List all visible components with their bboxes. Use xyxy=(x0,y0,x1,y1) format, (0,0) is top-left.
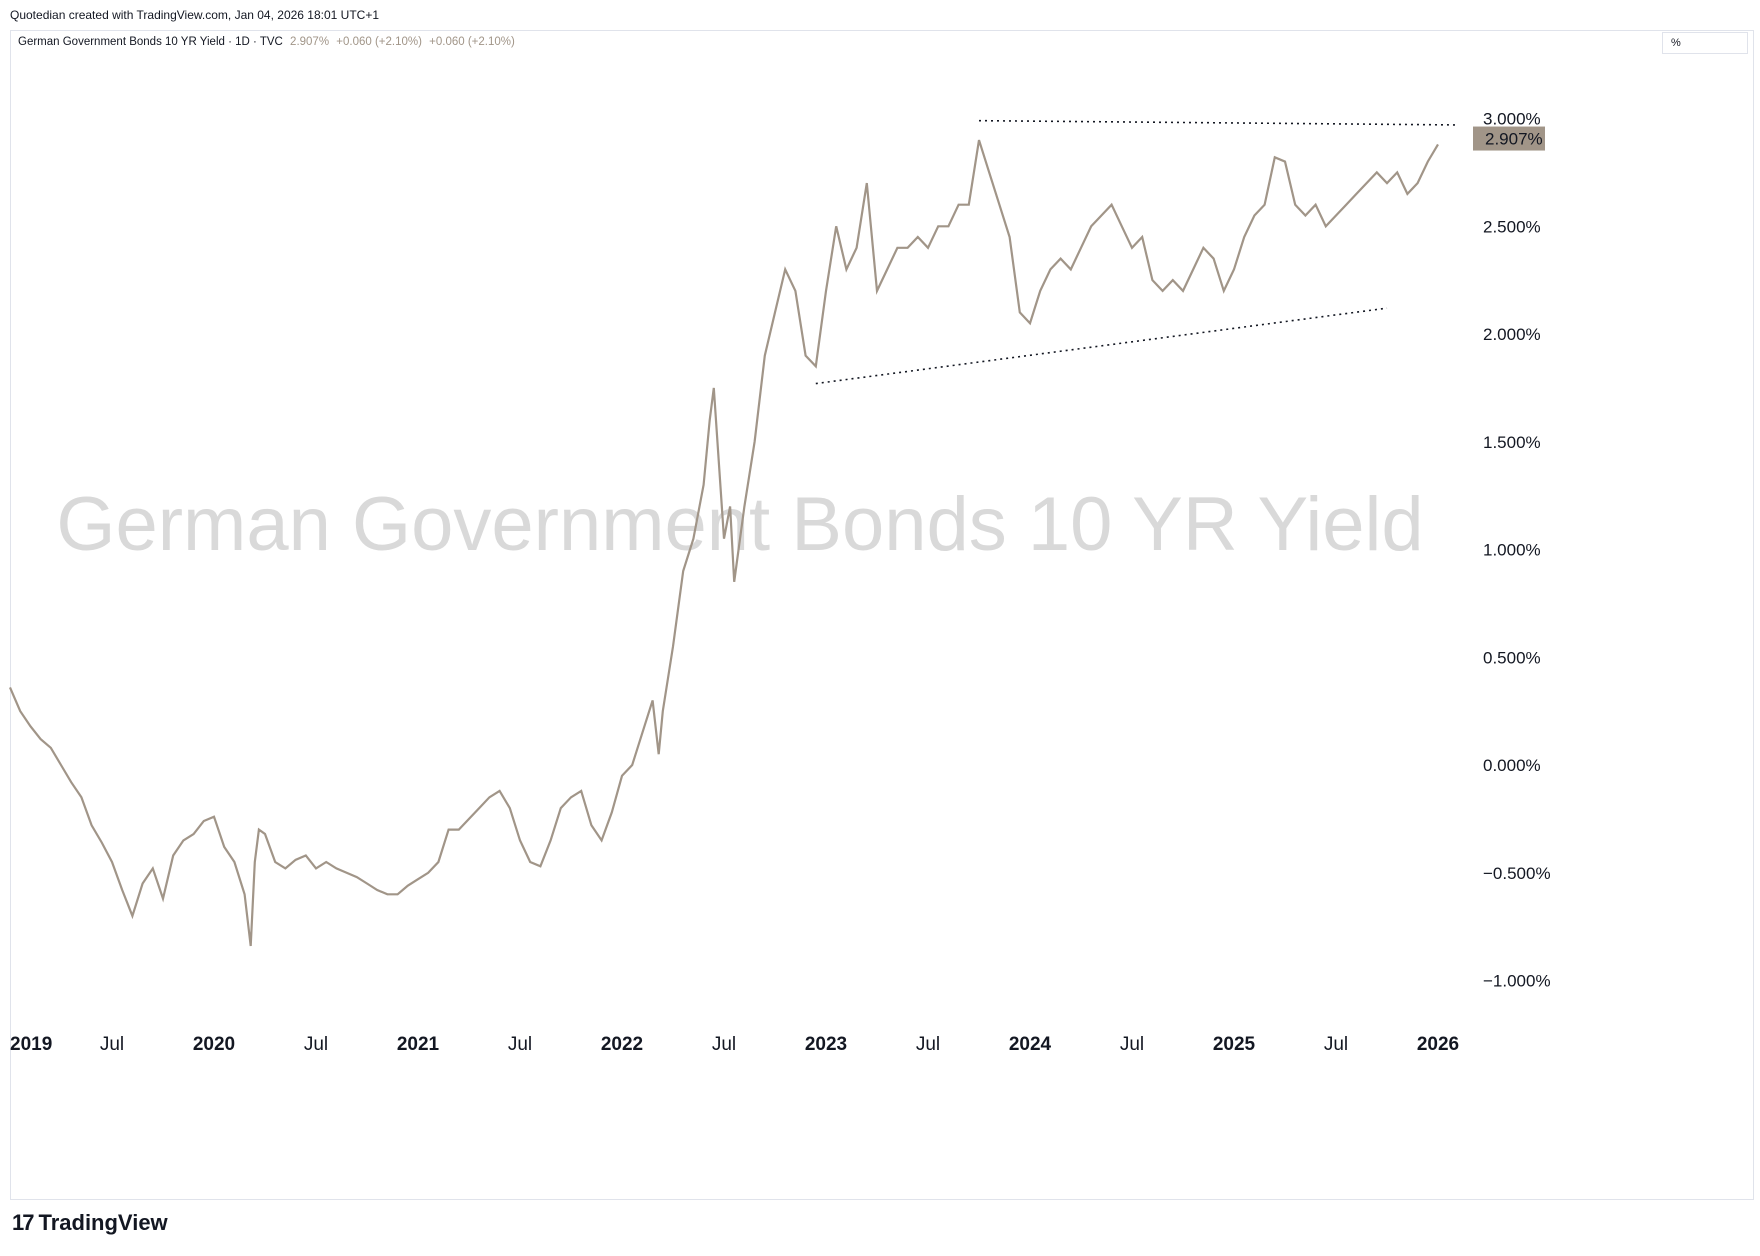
x-tick-label: 2022 xyxy=(601,1034,643,1055)
x-tick-label: Jul xyxy=(304,1034,328,1055)
chart-watermark: German Government Bonds 10 YR Yield xyxy=(56,482,1423,567)
y-tick-label: 2.000% xyxy=(1483,325,1541,344)
x-tick-label: Jul xyxy=(1324,1034,1348,1055)
trendline-1[interactable] xyxy=(978,119,1459,126)
x-tick-label: 2025 xyxy=(1213,1034,1256,1055)
symbol-legend[interactable]: German Government Bonds 10 YR Yield · 1D… xyxy=(18,36,515,48)
x-tick-label: Jul xyxy=(916,1034,940,1055)
x-tick-label: 2020 xyxy=(193,1034,235,1055)
x-tick-label: Jul xyxy=(508,1034,532,1055)
y-tick-label: 0.500% xyxy=(1483,648,1541,667)
tradingview-logo-icon: 17 xyxy=(12,1210,35,1235)
x-tick-label: 2021 xyxy=(397,1034,440,1055)
y-axis[interactable]: 3.000% 2.500% 2.000% 1.500% 1.000% 0.500% 0.00… xyxy=(1483,110,1551,991)
chart-attribution: Quotedian created with TradingView.com, … xyxy=(10,8,380,22)
scale-unit-selector[interactable]: % xyxy=(1662,32,1748,54)
x-tick-label: 2026 xyxy=(1417,1034,1459,1055)
symbol-name: German Government Bonds 10 YR Yield · 1D… xyxy=(18,36,283,48)
last-value: 2.907% xyxy=(290,36,330,48)
y-tick-label: 0.000% xyxy=(1483,756,1541,775)
y-tick-label: 2.500% xyxy=(1483,217,1541,236)
series-line-yield[interactable] xyxy=(8,139,1439,947)
x-tick-label: Jul xyxy=(100,1034,124,1055)
y-tick-label: −1.000% xyxy=(1483,972,1551,991)
tradingview-brand[interactable]: 17 TradingView xyxy=(12,1210,168,1236)
chart-frame xyxy=(10,30,1754,1200)
last-price-badge: 2.907% xyxy=(1473,126,1545,151)
price-badge-bg xyxy=(1473,126,1545,151)
y-tick-label: 1.500% xyxy=(1483,433,1541,452)
trendlines[interactable] xyxy=(815,119,1459,385)
x-tick-label: 2023 xyxy=(805,1034,847,1055)
x-tick-label: 2024 xyxy=(1009,1034,1052,1055)
x-tick-label: 2019 xyxy=(10,1034,52,1055)
price-badge-label: 2.907% xyxy=(1485,130,1543,149)
x-tick-label: Jul xyxy=(1120,1034,1144,1055)
x-axis[interactable]: 2019 Jul 2020 Jul 2021 Jul 2022 Jul 2023 Jul 2024 J… xyxy=(10,1034,1459,1055)
x-tick-label: Jul xyxy=(712,1034,736,1055)
brand-name: TradingView xyxy=(38,1210,168,1235)
change-value-2: +0.060 (+2.10%) xyxy=(429,36,515,48)
y-tick-label: −0.500% xyxy=(1483,864,1551,883)
y-tick-label: 1.000% xyxy=(1483,541,1541,560)
change-value: +0.060 (+2.10%) xyxy=(336,36,422,48)
trendline-2[interactable] xyxy=(815,307,1388,385)
y-tick-label: 3.000% xyxy=(1483,110,1541,129)
